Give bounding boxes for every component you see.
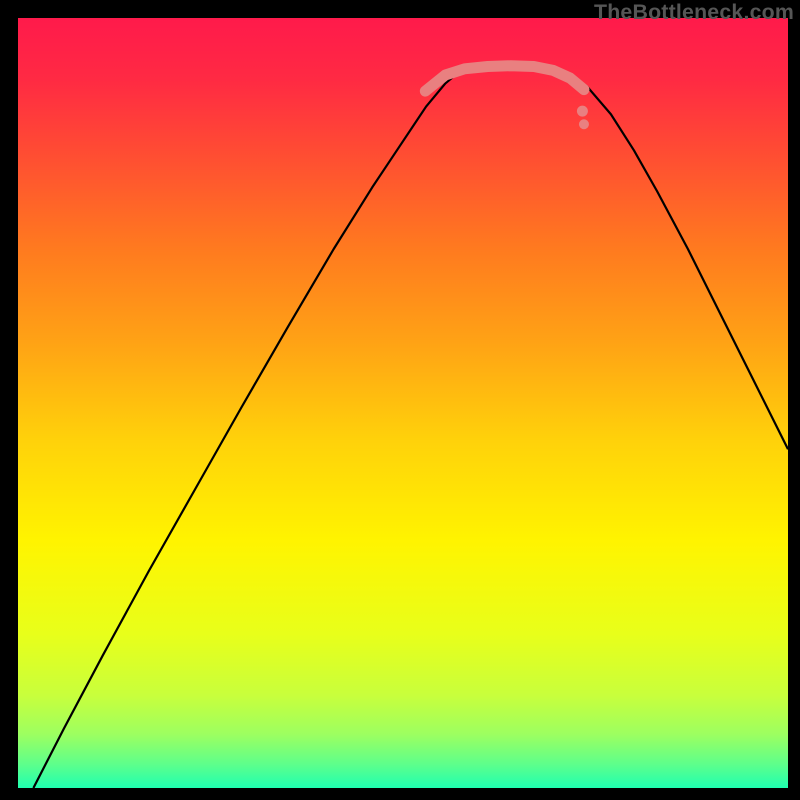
chart-stage: TheBottleneck.com (0, 0, 800, 800)
bottleneck-curve (33, 66, 788, 788)
optimal-range-highlight (425, 66, 584, 91)
optimal-range-end-dot (579, 119, 589, 129)
optimal-range-end-dot (577, 106, 588, 117)
watermark-text: TheBottleneck.com (594, 0, 794, 25)
plot-area (18, 18, 788, 788)
curve-layer (18, 18, 788, 788)
